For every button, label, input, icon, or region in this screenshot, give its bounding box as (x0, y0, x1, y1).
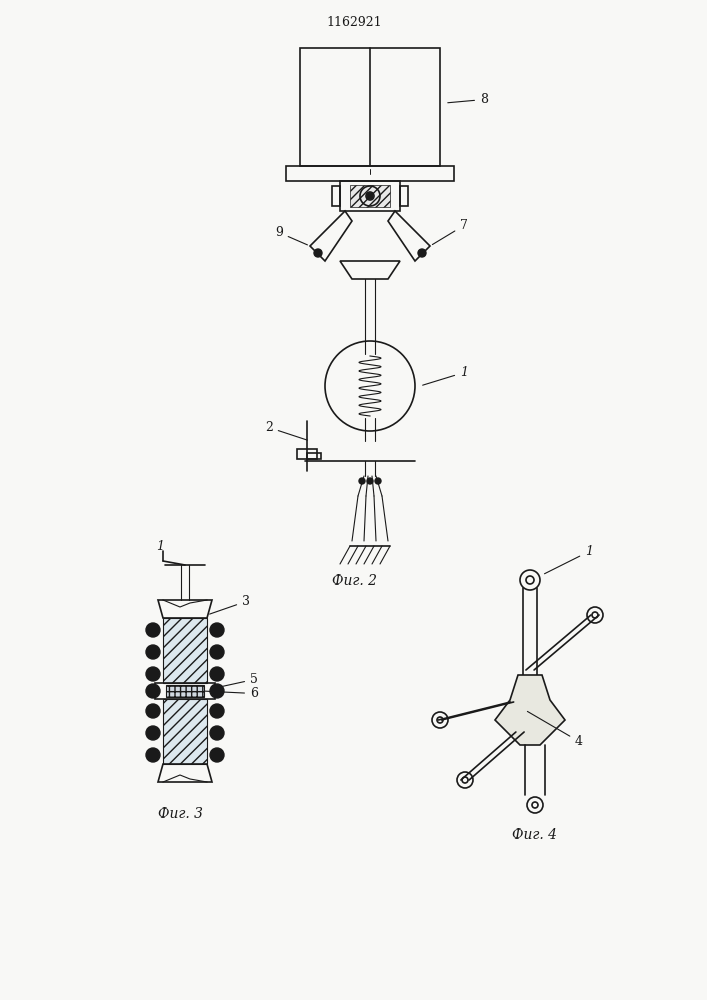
Circle shape (375, 478, 381, 484)
Polygon shape (495, 675, 565, 745)
Circle shape (210, 726, 224, 740)
Circle shape (210, 623, 224, 637)
Circle shape (418, 249, 426, 257)
Bar (307, 453, 321, 459)
Text: 1: 1 (423, 366, 468, 385)
Circle shape (146, 726, 160, 740)
Text: 2: 2 (265, 421, 308, 440)
Circle shape (146, 704, 160, 718)
Polygon shape (166, 685, 204, 697)
Polygon shape (163, 699, 207, 764)
Circle shape (367, 478, 373, 484)
Circle shape (210, 684, 224, 698)
Text: 3: 3 (210, 595, 250, 614)
Circle shape (146, 645, 160, 659)
Bar (300, 48, 440, 166)
Bar (332, 186, 340, 206)
Circle shape (210, 704, 224, 718)
Polygon shape (163, 618, 207, 683)
Bar (297, 449, 317, 459)
Text: 7: 7 (433, 219, 468, 245)
Circle shape (210, 667, 224, 681)
Text: 1162921: 1162921 (326, 15, 382, 28)
Bar (286, 166, 454, 181)
Circle shape (210, 645, 224, 659)
Circle shape (146, 748, 160, 762)
Text: 6: 6 (205, 687, 258, 700)
Text: 9: 9 (275, 226, 308, 245)
Circle shape (146, 684, 160, 698)
Circle shape (146, 667, 160, 681)
Text: 4: 4 (527, 711, 583, 748)
Text: Фиг. 4: Фиг. 4 (513, 828, 558, 842)
Text: 1: 1 (544, 545, 593, 574)
Text: 5: 5 (218, 673, 258, 687)
Circle shape (146, 623, 160, 637)
Text: Фиг. 3: Фиг. 3 (158, 807, 202, 821)
Text: 1: 1 (156, 540, 164, 554)
Bar (340, 181, 400, 211)
Circle shape (367, 193, 373, 199)
Text: 8: 8 (448, 93, 488, 106)
Circle shape (359, 478, 365, 484)
Bar (400, 186, 408, 206)
Circle shape (314, 249, 322, 257)
Circle shape (210, 748, 224, 762)
Polygon shape (350, 185, 390, 207)
Text: Фиг. 2: Фиг. 2 (332, 574, 378, 588)
